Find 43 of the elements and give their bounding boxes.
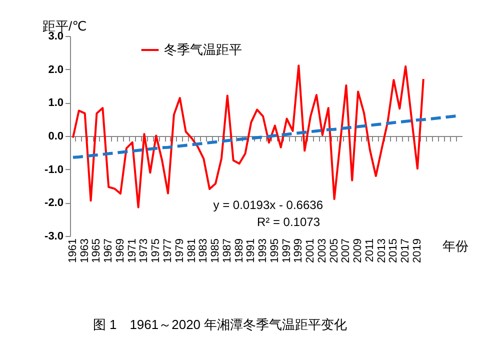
x-tick-label: 2013 <box>376 238 388 263</box>
x-tick-label: 1979 <box>174 238 186 263</box>
x-tick-label: 1969 <box>114 238 126 263</box>
x-tick-label: 1975 <box>150 238 162 263</box>
x-tick-label: 1991 <box>245 238 258 263</box>
x-tick-label: 1967 <box>102 238 115 263</box>
x-tick-label: 2015 <box>388 238 400 263</box>
x-tick-label: 2003 <box>316 238 328 263</box>
x-tick-label: 1971 <box>126 238 138 263</box>
y-tick-label: 1.0 <box>48 97 64 110</box>
x-tick-label: 1965 <box>90 238 103 263</box>
y-tick-label: -3.0 <box>44 230 64 242</box>
x-tick-label: 1973 <box>138 238 150 263</box>
x-tick-label: 2017 <box>400 238 412 263</box>
caption: 图 1 1961～2020 年湘潭冬季气温距平变化 <box>92 317 348 332</box>
x-tick-label: 2009 <box>352 238 364 263</box>
annotation: R² = 0.1073 <box>256 215 320 229</box>
x-tick-label: 2019 <box>411 238 424 263</box>
y-tick-label: -2.0 <box>44 197 64 210</box>
x-tick-label: 1983 <box>198 238 210 263</box>
x-tick-label: 1997 <box>280 238 293 263</box>
y-tick-label: -1.0 <box>44 164 64 176</box>
x-tick-label: 2005 <box>328 238 340 263</box>
annotation: y = 0.0193x - 0.6636 <box>213 198 324 212</box>
y-tick-label: 3.0 <box>48 30 64 42</box>
x-tick-label: 1981 <box>186 238 198 263</box>
x-tick-label: 1995 <box>268 238 281 263</box>
legend-label: 冬季气温距平 <box>164 42 242 57</box>
x-tick-label: 1987 <box>221 238 234 263</box>
y-tick-label: 0.0 <box>48 130 64 142</box>
x-tick-label: 1961 <box>66 238 79 263</box>
x-tick-label: 1993 <box>257 238 270 263</box>
x-tick-label: 2007 <box>340 238 352 263</box>
x-axis-title: 年份 <box>442 238 468 254</box>
x-tick-label: 1985 <box>210 238 222 263</box>
x-tick-label: 1963 <box>78 238 91 263</box>
x-tick-label: 2001 <box>304 238 317 263</box>
y-axis-title: 距平/℃ <box>42 18 87 34</box>
y-tick-label: 2.0 <box>48 64 64 76</box>
x-tick-label: 1999 <box>292 238 305 263</box>
x-tick-label: 1989 <box>233 238 246 263</box>
x-tick-label: 1977 <box>162 238 174 263</box>
x-tick-label: 2011 <box>364 238 376 262</box>
